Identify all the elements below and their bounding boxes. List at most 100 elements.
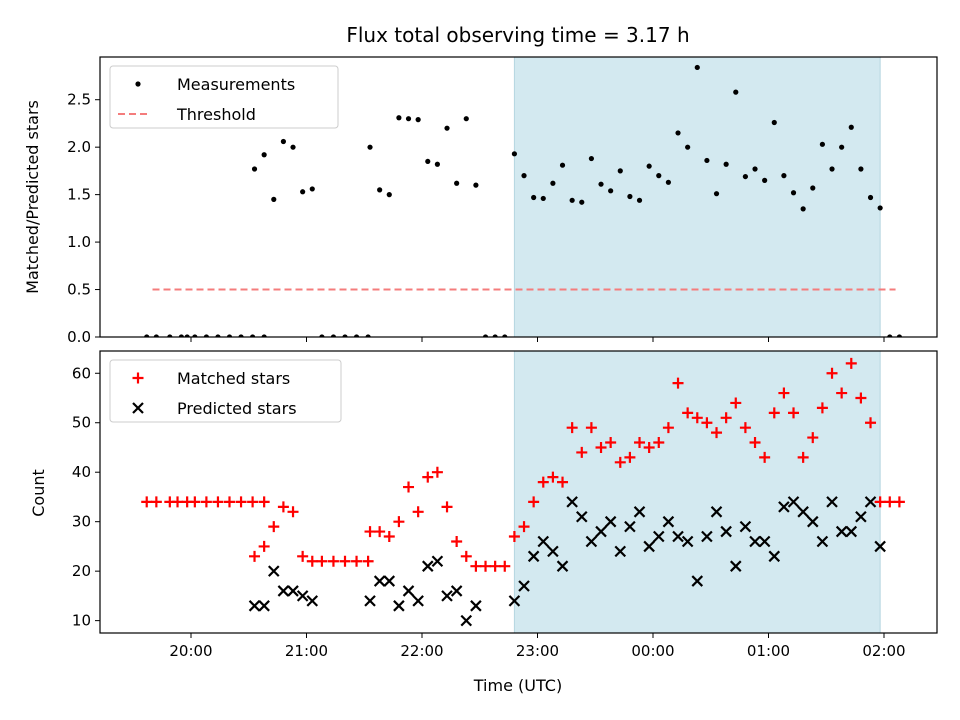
measurement-point — [646, 163, 652, 169]
measurement-point — [261, 334, 267, 337]
measurement-point — [733, 89, 739, 95]
predicted-star-point — [470, 600, 482, 612]
predicted-star-point — [306, 595, 319, 607]
measurement-point — [540, 195, 546, 202]
legend-label: Matched stars — [177, 369, 290, 388]
measurement-point — [608, 188, 614, 194]
predicted-star-point — [826, 496, 838, 508]
matched-star-point — [691, 412, 703, 424]
predicted-star-point — [633, 506, 646, 518]
matched-star-point — [287, 506, 299, 518]
measurement-point — [386, 192, 392, 198]
markers-group — [141, 357, 905, 627]
matched-star-point — [364, 526, 376, 538]
predicted-star-point — [806, 515, 819, 528]
measurement-point — [531, 194, 537, 201]
matched-star-point — [884, 496, 896, 508]
matched-star-point — [212, 496, 224, 508]
matched-star-point — [778, 387, 790, 399]
measurement-point — [559, 162, 566, 168]
predicted-star-point — [383, 575, 396, 587]
y-tick-label: 60 — [72, 364, 91, 382]
measurement-point — [685, 144, 691, 150]
x-tick-label: 00:00 — [631, 642, 674, 660]
measurement-point — [353, 334, 360, 337]
matched-star-point — [759, 451, 771, 463]
measurement-point — [636, 197, 643, 203]
matched-star-point — [297, 550, 309, 562]
y-tick-label: 0.5 — [67, 281, 91, 299]
matched-star-point — [662, 422, 674, 434]
legend-key-predicted — [132, 402, 144, 414]
y-tick-label: 2.5 — [67, 91, 91, 109]
y-tick-label: 1.0 — [67, 233, 91, 251]
measurement-point — [704, 157, 710, 164]
measurement-point — [569, 197, 575, 203]
measurement-point — [887, 334, 893, 337]
measurement-point — [819, 141, 826, 147]
predicted-star-point — [460, 614, 473, 627]
matched-star-point — [528, 496, 540, 508]
measurement-point — [781, 173, 787, 179]
measurement-point — [454, 180, 460, 186]
matched-star-point — [634, 437, 646, 449]
predicted-star-point — [701, 530, 713, 543]
predicted-star-point — [547, 545, 559, 558]
matched-star-point — [816, 402, 828, 414]
measurement-point — [617, 168, 623, 174]
matched-star-point — [422, 471, 434, 483]
measurement-point — [309, 186, 315, 192]
markers-group — [144, 64, 902, 337]
measurement-point — [280, 138, 286, 145]
measurement-point — [579, 199, 585, 205]
bottom-panel: 10 20 30 40 50 60 20:00 21:00 22:00 23:00 00:00 01:… — [72, 350, 938, 660]
matched-star-point — [807, 432, 819, 444]
matched-star-point — [855, 392, 867, 404]
predicted-star-point — [258, 600, 270, 612]
predicted-star-point — [624, 520, 636, 533]
predicted-star-point — [277, 585, 290, 597]
measurement-point — [215, 334, 221, 337]
matched-star-point — [653, 437, 665, 449]
matched-star-point — [441, 501, 453, 513]
predicted-star-point — [787, 496, 800, 508]
predicted-star-point — [758, 535, 771, 548]
matched-star-point — [508, 531, 520, 543]
matched-star-point — [730, 397, 742, 409]
matched-star-point — [826, 367, 838, 379]
measurement-point — [238, 334, 244, 337]
predicted-star-point — [614, 545, 627, 558]
predicted-star-point — [537, 535, 550, 548]
measurement-point — [771, 119, 777, 126]
predicted-star-point — [768, 550, 781, 563]
predicted-star-point — [797, 506, 809, 518]
measurement-point — [330, 334, 337, 337]
matched-star-point — [749, 437, 761, 449]
legend-key-matched — [132, 372, 144, 384]
matched-star-point — [431, 466, 443, 478]
predicted-star-point — [855, 510, 867, 523]
measurement-point — [167, 334, 173, 337]
matched-star-point — [836, 387, 848, 399]
y-tick-label: 2.0 — [67, 138, 91, 156]
measurement-point — [896, 334, 902, 337]
matched-star-point — [585, 422, 597, 434]
matched-star-point — [172, 496, 184, 508]
y-tick-label: 0.0 — [67, 328, 91, 346]
matched-star-point — [403, 481, 415, 493]
matched-star-point — [893, 496, 905, 508]
measurement-point — [848, 124, 854, 130]
measurement-point — [675, 130, 681, 136]
predicted-star-point — [778, 501, 790, 513]
y-tick-label: 50 — [72, 414, 91, 432]
matched-star-point — [547, 471, 559, 483]
matched-star-point — [605, 437, 617, 449]
measurement-point — [742, 173, 749, 180]
matched-star-point — [480, 560, 492, 572]
matched-star-point — [672, 377, 684, 389]
predicted-star-point — [373, 575, 386, 587]
matched-star-point — [412, 506, 424, 518]
matched-star-point — [247, 496, 259, 508]
predicted-star-point — [845, 525, 858, 538]
